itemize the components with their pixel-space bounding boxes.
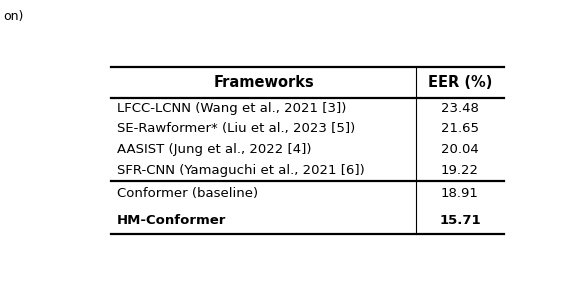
Text: LFCC-LCNN (Wang et al., 2021 [3]): LFCC-LCNN (Wang et al., 2021 [3]) (117, 102, 347, 115)
Text: on): on) (3, 10, 23, 24)
Text: HM-Conformer: HM-Conformer (117, 214, 227, 227)
Text: 21.65: 21.65 (441, 122, 479, 135)
Text: AASIST (Jung et al., 2022 [4]): AASIST (Jung et al., 2022 [4]) (117, 143, 312, 156)
Text: 18.91: 18.91 (441, 187, 479, 201)
Text: SE-Rawformer* (Liu et al., 2023 [5]): SE-Rawformer* (Liu et al., 2023 [5]) (117, 122, 355, 135)
Text: Conformer (baseline): Conformer (baseline) (117, 187, 259, 201)
Text: EER (%): EER (%) (428, 75, 492, 90)
Text: Frameworks: Frameworks (213, 75, 314, 90)
Text: 23.48: 23.48 (441, 102, 479, 115)
Text: 19.22: 19.22 (441, 164, 479, 177)
Text: 20.04: 20.04 (441, 143, 479, 156)
Text: SFR-CNN (Yamaguchi et al., 2021 [6]): SFR-CNN (Yamaguchi et al., 2021 [6]) (117, 164, 365, 177)
Text: 15.71: 15.71 (439, 214, 481, 227)
